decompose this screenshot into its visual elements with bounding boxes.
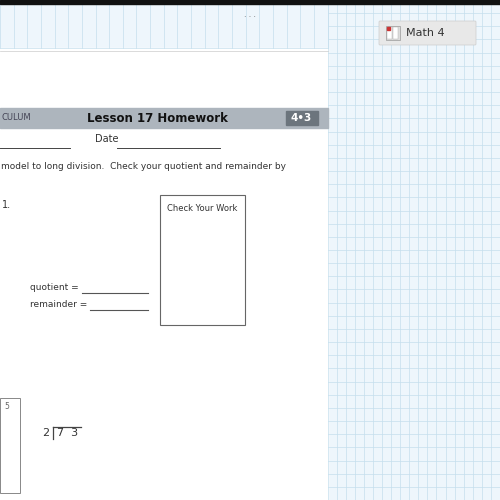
Text: CULUM: CULUM: [2, 114, 32, 122]
Text: model to long division.  Check your quotient and remainder by: model to long division. Check your quoti…: [1, 162, 286, 171]
Text: Lesson 17 Homework: Lesson 17 Homework: [87, 112, 228, 124]
Text: Check Your Work: Check Your Work: [168, 204, 238, 213]
Bar: [328, 0, 500, 500]
Bar: [286, 111, 318, 125]
Text: 2: 2: [42, 428, 49, 438]
Bar: [387, 27, 392, 39]
Bar: [160, 195, 245, 325]
Bar: [393, 27, 398, 39]
Bar: [0, 48, 328, 500]
Text: Math 4: Math 4: [406, 28, 444, 38]
Text: . . .: . . .: [244, 10, 256, 19]
Text: 7  3: 7 3: [57, 428, 78, 438]
Text: 1.: 1.: [2, 200, 11, 210]
Text: quotient =: quotient =: [30, 283, 82, 292]
FancyBboxPatch shape: [379, 21, 476, 45]
Text: 4•3: 4•3: [291, 113, 312, 123]
Bar: [386, 26, 400, 40]
Bar: [0, 398, 20, 493]
Bar: [0, 0, 500, 4]
Bar: [387, 27, 390, 30]
Bar: [0, 108, 328, 128]
Text: Date: Date: [95, 134, 118, 144]
Text: remainder =: remainder =: [30, 300, 90, 309]
Text: 5: 5: [4, 402, 9, 411]
Bar: [0, 0, 328, 48]
